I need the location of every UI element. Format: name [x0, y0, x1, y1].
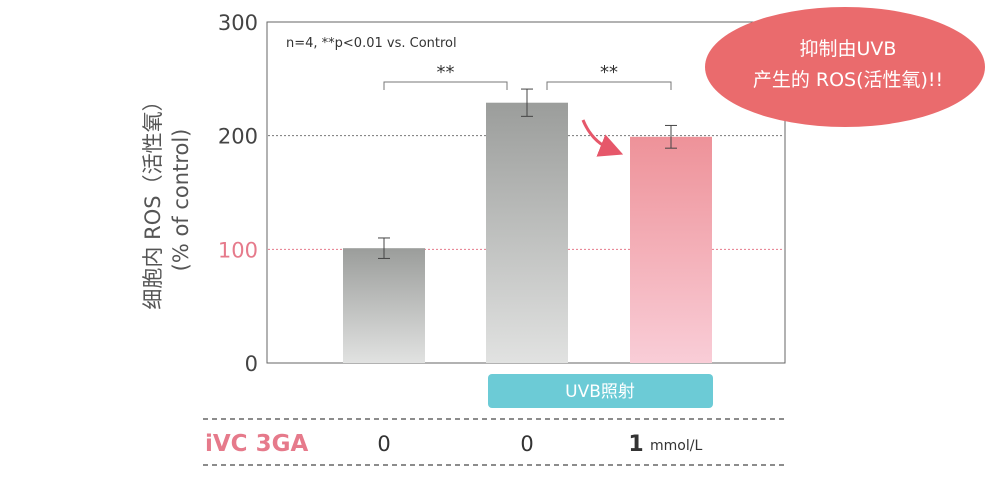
decrease-arrow-icon	[581, 119, 624, 157]
bar	[630, 136, 712, 363]
error-bar	[378, 237, 390, 259]
dose-unit: mmol/L	[650, 438, 702, 454]
error-bars	[378, 88, 677, 259]
uvb-treatment-label-box	[488, 374, 713, 408]
y-tick-label: 0	[245, 352, 258, 376]
bars	[343, 102, 712, 363]
error-bar	[665, 124, 677, 149]
uvb-treatment-label: UVB照射	[565, 382, 635, 402]
significance-label: **	[600, 62, 618, 83]
bar	[343, 248, 425, 363]
y-tick-label: 300	[218, 11, 258, 35]
y-tick-label: 200	[218, 125, 258, 149]
y-axis-label-line2: (% of control)	[169, 129, 193, 272]
y-tick-label: 100	[218, 238, 258, 262]
dose-value: 1	[628, 432, 643, 457]
significance-label: **	[437, 62, 455, 83]
bar	[486, 102, 568, 363]
dose-value: 0	[520, 432, 533, 456]
dose-value: 0	[377, 432, 390, 456]
callout-line2: 产生的 ROS(活性氧)!!	[753, 69, 943, 91]
significance-brackets: ** **	[383, 62, 672, 90]
y-axis-label-line1: 细胞内 ROS（活性氧）	[141, 90, 165, 309]
ivc-label: iVC 3GA	[205, 431, 308, 457]
callout: 抑制由UVB 产生的 ROS(活性氧)!!	[705, 7, 985, 127]
y-tick-labels: 0 100 200 300	[218, 11, 258, 376]
callout-line1: 抑制由UVB	[800, 38, 897, 60]
error-bar	[521, 88, 533, 117]
stats-annotation: n=4, **p<0.01 vs. Control	[286, 36, 457, 51]
significance-bracket: **	[383, 62, 508, 90]
dose-row: 0 0 1	[377, 432, 643, 457]
significance-bracket: **	[546, 62, 672, 90]
